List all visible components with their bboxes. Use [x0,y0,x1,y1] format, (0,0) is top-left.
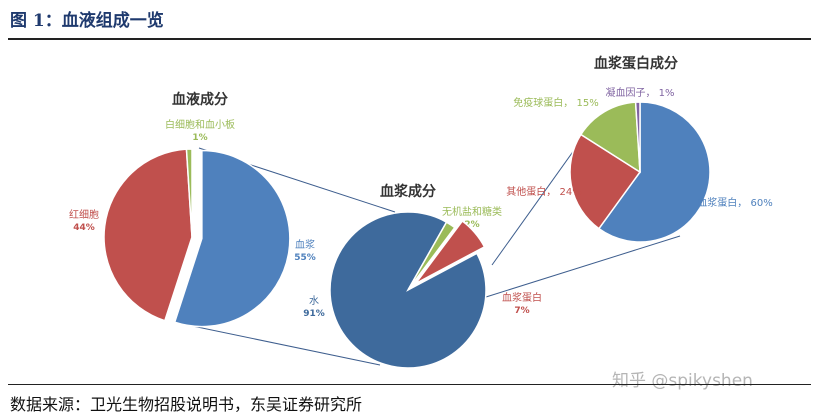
connector-line [177,322,381,366]
top-rule [8,38,811,40]
slice-percent: 1% [192,133,207,143]
slice-label: 血浆蛋白 [502,291,542,304]
slice-label: 无机盐和糖类 [442,205,502,218]
pie-slice [103,148,193,322]
slice-label: 免疫球蛋白， 15% [513,96,598,109]
pie-slice [597,101,711,243]
pie-title: 血液成分 [172,91,228,108]
slice-label: 红细胞 [69,208,99,221]
slice-label: 水 [309,295,319,307]
source-note: 数据来源：卫光生物招股说明书，东吴证券研究所 [10,395,363,414]
slice-label: 凝血因子， 1% [605,86,674,99]
slice-label: 血浆 [295,238,315,251]
slice-percent: 44% [73,223,95,233]
pie-slice [407,221,456,291]
pie-slice [579,101,641,174]
connector-line [485,235,681,298]
slice-percent: 2% [464,220,479,230]
slice-percent: 55% [294,253,316,263]
pie-slice [634,101,641,173]
slice-label: 血浆蛋白， 60% [697,196,772,209]
pie-slice [185,148,193,238]
slice-label: 白细胞和血小板 [165,118,235,131]
pie-title: 血浆成分 [380,183,436,200]
bottom-rule [8,384,811,385]
slice-label: 其他蛋白， 24% [506,185,581,198]
pie-slice [173,149,291,328]
figure-title: 图 1：血液组成一览 [10,11,164,31]
slice-percent: 7% [514,306,529,316]
pie-title: 血浆蛋白成分 [594,55,678,72]
pie-slice [414,219,486,285]
slice-percent: 91% [303,309,325,319]
pie-slice [569,133,642,230]
watermark: 知乎 @spikyshen [612,371,753,391]
